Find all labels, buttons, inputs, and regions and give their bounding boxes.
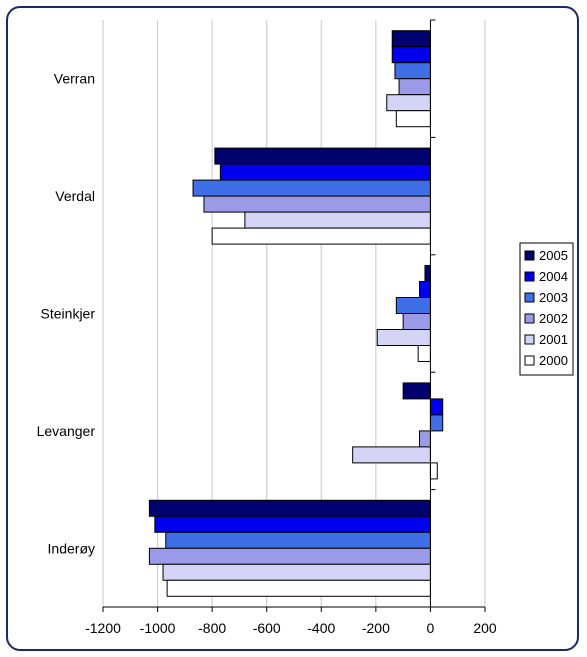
legend-label-2005: 2005 xyxy=(539,248,568,263)
bar-verran-2001 xyxy=(386,94,431,112)
category-label: Verdal xyxy=(55,188,95,204)
bar-verdal-2003 xyxy=(192,179,431,197)
bar-verran-2000 xyxy=(395,110,431,128)
bar-verran-2005 xyxy=(391,30,431,48)
bar-verdal-2004 xyxy=(219,163,431,181)
legend: 2005 2004 2003 2002 2001 2000 xyxy=(519,242,574,376)
legend-label-2003: 2003 xyxy=(539,290,568,305)
bar-steinkjer-2003 xyxy=(395,297,431,314)
legend-swatch-2001 xyxy=(524,334,535,345)
legend-swatch-2000 xyxy=(524,355,535,366)
tick-label: 200 xyxy=(473,620,497,636)
category-label: Steinkjer xyxy=(41,306,96,322)
legend-box xyxy=(519,242,574,376)
category-label: Inderøy xyxy=(48,540,95,556)
bar-inderøy-2000 xyxy=(166,579,431,597)
bar-steinkjer-2001 xyxy=(376,329,431,346)
tick-label: -200 xyxy=(362,620,390,636)
bar-levanger-2004 xyxy=(429,398,444,416)
tick-label: -600 xyxy=(253,620,281,636)
bar-levanger-2005 xyxy=(402,382,431,400)
bar-verdal-2005 xyxy=(214,147,431,165)
tick-label: 0 xyxy=(427,620,435,636)
bar-steinkjer-2000 xyxy=(417,345,431,362)
legend-swatch-2005 xyxy=(524,250,535,261)
bar-levanger-2003 xyxy=(429,414,444,432)
legend-swatch-2002 xyxy=(524,313,535,324)
axes xyxy=(102,19,486,612)
tick-label: -1200 xyxy=(85,620,121,636)
bar-verdal-2002 xyxy=(203,195,431,213)
bar-steinkjer-2002 xyxy=(402,313,431,330)
tick-label: -800 xyxy=(198,620,226,636)
bar-verran-2002 xyxy=(398,78,431,96)
bar-inderøy-2001 xyxy=(162,563,431,581)
bar-levanger-2000 xyxy=(429,462,438,480)
tick-label: -400 xyxy=(307,620,335,636)
bar-levanger-2001 xyxy=(352,446,431,464)
bars xyxy=(148,30,444,597)
bar-verdal-2000 xyxy=(211,227,431,245)
legend-label-2000: 2000 xyxy=(539,353,568,368)
bar-verdal-2001 xyxy=(244,211,431,229)
legend-swatch-2004 xyxy=(524,271,535,282)
legend-swatch-2003 xyxy=(524,292,535,303)
bar-steinkjer-2004 xyxy=(419,281,431,298)
category-label: Verran xyxy=(54,71,95,87)
legend-label-2004: 2004 xyxy=(539,269,568,284)
bar-verran-2004 xyxy=(391,46,431,64)
category-label: Levanger xyxy=(37,423,96,439)
legend-label-2002: 2002 xyxy=(539,311,568,326)
tick-label: -1000 xyxy=(140,620,176,636)
tick-labels: -1200 -1000 -800 -600 -400 -200 0 200 xyxy=(85,620,497,636)
bar-inderøy-2005 xyxy=(148,499,431,517)
legend-label-2001: 2001 xyxy=(539,332,568,347)
bar-levanger-2002 xyxy=(419,430,431,448)
bar-verran-2003 xyxy=(394,62,431,80)
bar-inderøy-2003 xyxy=(165,531,431,549)
bar-inderøy-2004 xyxy=(154,515,431,533)
bar-steinkjer-2005 xyxy=(424,265,431,282)
category-labels: Verran Verdal Steinkjer Levanger Inderøy xyxy=(37,71,96,557)
bar-inderøy-2002 xyxy=(148,547,431,565)
